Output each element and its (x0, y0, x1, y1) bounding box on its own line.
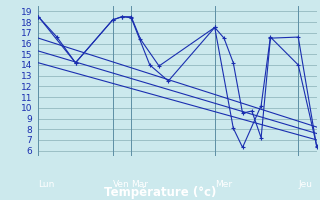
Text: Ven: Ven (113, 180, 129, 189)
Text: Jeu: Jeu (298, 180, 312, 189)
Text: Température (°c): Température (°c) (104, 186, 216, 199)
Text: Lun: Lun (38, 180, 55, 189)
Text: Mer: Mer (215, 180, 232, 189)
Text: Mar: Mar (131, 180, 148, 189)
